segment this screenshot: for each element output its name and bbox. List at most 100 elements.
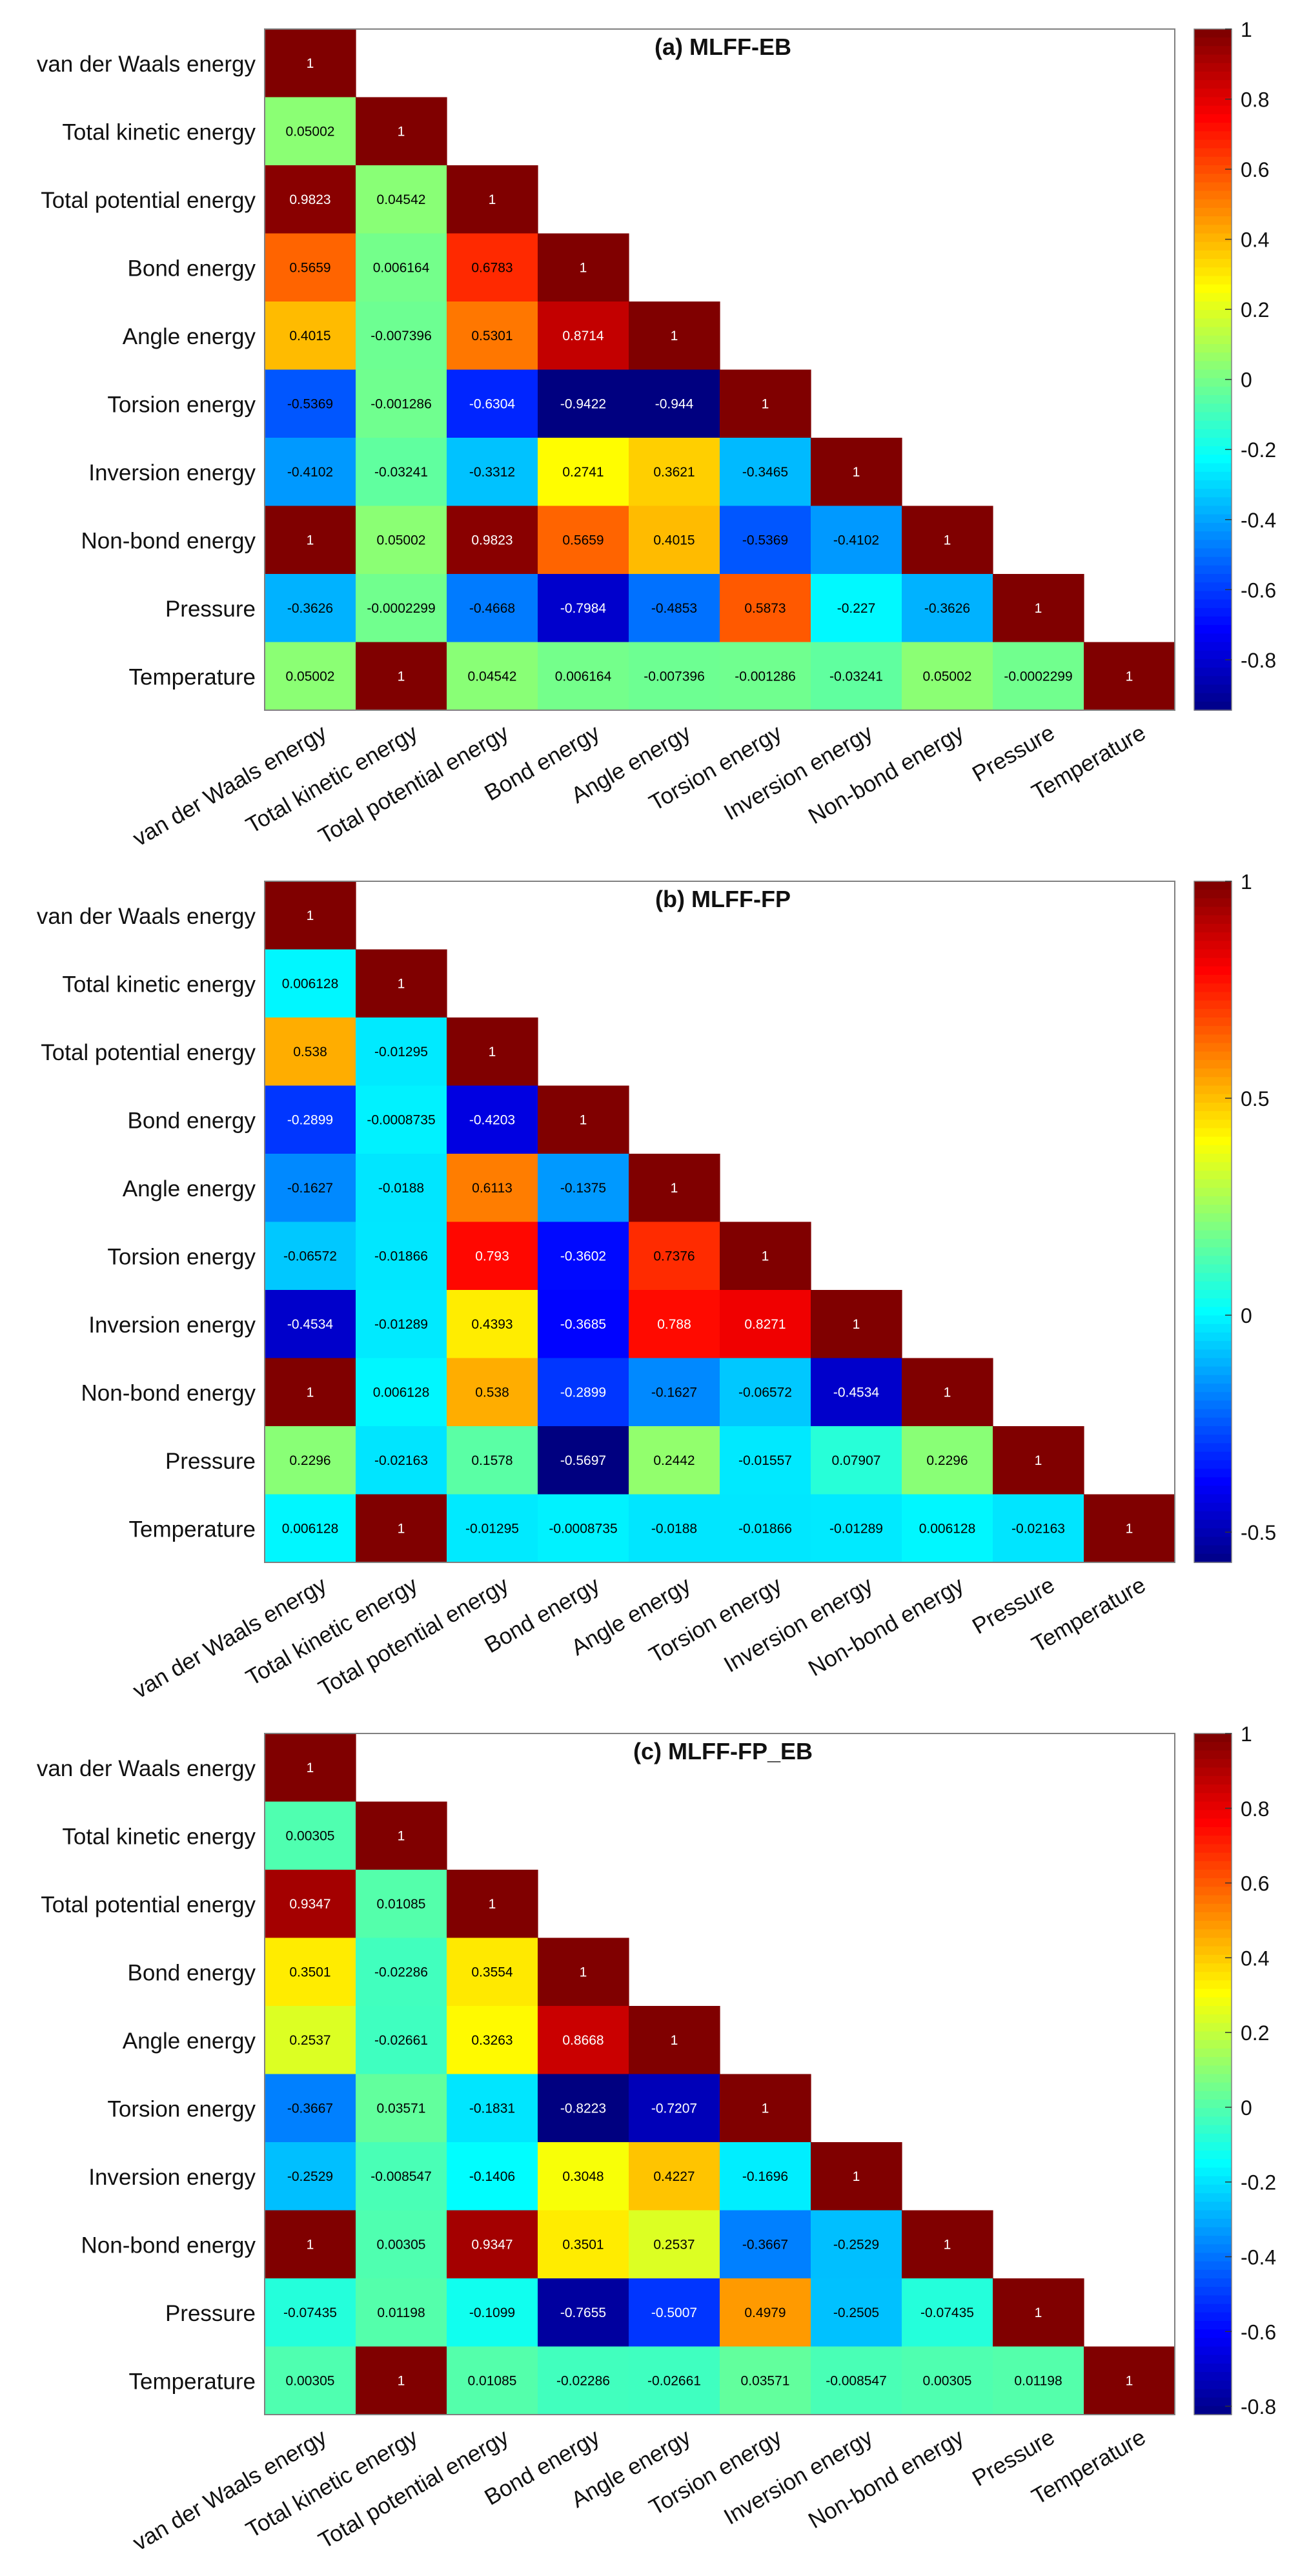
- cell-value-r6-c5: -0.7207: [651, 2101, 697, 2116]
- colorbar-tick-label: 0: [1241, 1304, 1252, 1327]
- cell-value-r3-c2: -0.01295: [374, 1045, 428, 1059]
- cell-r6-c5: [629, 369, 720, 438]
- y-label-non-bond-energy: Non-bond energy: [81, 528, 256, 553]
- colorbar-segment: [1194, 1332, 1232, 1342]
- cell-value-r8-c8: 1: [944, 1385, 951, 1400]
- colorbar-segment: [1194, 2074, 1232, 2083]
- colorbar-segment: [1194, 284, 1232, 294]
- cell-r3-c3: [447, 165, 538, 234]
- cell-value-r1-c1: 1: [307, 56, 314, 71]
- cell-r10-c3: [447, 642, 538, 711]
- colorbar-segment: [1194, 642, 1232, 651]
- cell-value-r10-c6: -0.001286: [735, 669, 796, 684]
- cell-r7-c3: [447, 1290, 538, 1359]
- x-label-non-bond-energy: Non-bond energy: [804, 1572, 968, 1681]
- cell-value-r6-c1: -0.3667: [287, 2101, 333, 2116]
- colorbar-segment: [1194, 97, 1232, 107]
- cell-r7-c5: [629, 1290, 720, 1359]
- colorbar-segment: [1194, 1034, 1232, 1044]
- colorbar-segment: [1194, 1494, 1232, 1504]
- cell-r5-c5: [629, 302, 720, 371]
- colorbar-segment: [1194, 1929, 1232, 1939]
- colorbar-tick-label: -0.6: [1241, 2320, 1276, 2344]
- cell-r10-c7: [811, 1494, 902, 1563]
- panel-1: 1 0.05002 1 0.9823 0.04542 1 0.5659 0.006164 0.6…: [37, 18, 1276, 852]
- colorbar-segment: [1194, 983, 1232, 993]
- colorbar-segment: [1194, 2346, 1232, 2356]
- y-label-torsion-energy: Torsion energy: [107, 1244, 256, 1269]
- cell-r6-c5: [629, 1222, 720, 1291]
- panel-title: (b) MLFF-FP: [655, 886, 791, 912]
- cell-r8-c1: [265, 1358, 356, 1427]
- cell-r10-c2: [356, 1494, 447, 1563]
- cell-value-r7-c7: 1: [853, 2169, 860, 2184]
- colorbar-segment: [1194, 591, 1232, 600]
- colorbar-segment: [1194, 327, 1232, 336]
- colorbar-tick-label: 0.2: [1241, 298, 1269, 322]
- cell-r3-c2: [356, 1017, 447, 1087]
- cell-value-r2-c1: 0.006128: [282, 976, 339, 991]
- cell-value-r6-c4: -0.3602: [560, 1249, 606, 1263]
- cell-r10-c4: [538, 1494, 629, 1563]
- cell-r10-c4: [538, 642, 629, 711]
- colorbar-segment: [1194, 1886, 1232, 1896]
- colorbar-segment: [1194, 54, 1232, 64]
- cell-value-r4-c3: 0.6783: [471, 260, 513, 275]
- cell-value-r7-c2: -0.01289: [374, 1317, 428, 1332]
- cell-r10-c7: [811, 2346, 902, 2415]
- cell-value-r10-c2: 1: [398, 669, 405, 684]
- cell-value-r5-c3: 0.5301: [471, 329, 513, 343]
- cell-r9-c6: [720, 2278, 811, 2347]
- colorbar-segment: [1194, 1477, 1232, 1487]
- colorbar-segment: [1194, 1102, 1232, 1112]
- colorbar-segment: [1194, 1895, 1232, 1905]
- colorbar-segment: [1194, 1375, 1232, 1384]
- colorbar-segment: [1194, 565, 1232, 575]
- colorbar-segment: [1194, 233, 1232, 243]
- colorbar-segment: [1194, 1553, 1232, 1563]
- y-label-angle-energy: Angle energy: [123, 1176, 256, 1201]
- colorbar-segment: [1194, 1213, 1232, 1223]
- y-label-non-bond-energy: Non-bond energy: [81, 1380, 256, 1406]
- cell-r6-c2: [356, 369, 447, 438]
- colorbar-segment: [1194, 966, 1232, 976]
- colorbar-segment: [1194, 1511, 1232, 1520]
- cell-r10-c1: [265, 642, 356, 711]
- cell-value-r9-c5: -0.5007: [651, 2305, 697, 2320]
- cell-r8-c1: [265, 506, 356, 575]
- colorbar-segment: [1194, 1008, 1232, 1018]
- cell-value-r9-c1: -0.07435: [283, 2305, 337, 2320]
- colorbar-segment: [1194, 2048, 1232, 2058]
- cell-value-r10-c2: 1: [398, 2373, 405, 2388]
- cell-r9-c4: [538, 1426, 629, 1495]
- cell-value-r9-c4: -0.7655: [560, 2305, 606, 2320]
- cell-r5-c4: [538, 1154, 629, 1223]
- y-label-pressure: Pressure: [165, 597, 256, 622]
- colorbar-segment: [1194, 1921, 1232, 1930]
- y-label-temperature: Temperature: [129, 664, 256, 690]
- colorbar-segment: [1194, 2202, 1232, 2211]
- cell-r10-c10: [1084, 642, 1175, 711]
- colorbar-segment: [1194, 1878, 1232, 1888]
- colorbar-segment: [1194, 1111, 1232, 1121]
- colorbar-segment: [1194, 302, 1232, 311]
- cell-value-r10-c10: 1: [1126, 669, 1133, 684]
- cell-r4-c3: [447, 1085, 538, 1154]
- cell-r9-c5: [629, 1426, 720, 1495]
- colorbar-segment: [1194, 1903, 1232, 1913]
- cell-value-r4-c3: -0.4203: [469, 1112, 515, 1127]
- cell-r4-c2: [356, 1937, 447, 2007]
- colorbar-segment: [1194, 105, 1232, 115]
- cell-value-r3-c2: 0.01085: [377, 1897, 426, 1912]
- cell-value-r4-c4: 1: [580, 260, 587, 275]
- cell-r7-c3: [447, 438, 538, 507]
- colorbar-segment: [1194, 463, 1232, 473]
- colorbar-segment: [1194, 2244, 1232, 2254]
- colorbar-segment: [1194, 957, 1232, 967]
- cell-r4-c1: [265, 233, 356, 302]
- cell-r10-c9: [993, 1494, 1084, 1563]
- cell-value-r8-c2: 0.05002: [377, 533, 426, 547]
- colorbar-segment: [1194, 975, 1232, 985]
- cell-r3-c3: [447, 1870, 538, 1939]
- colorbar-segment: [1194, 1222, 1232, 1231]
